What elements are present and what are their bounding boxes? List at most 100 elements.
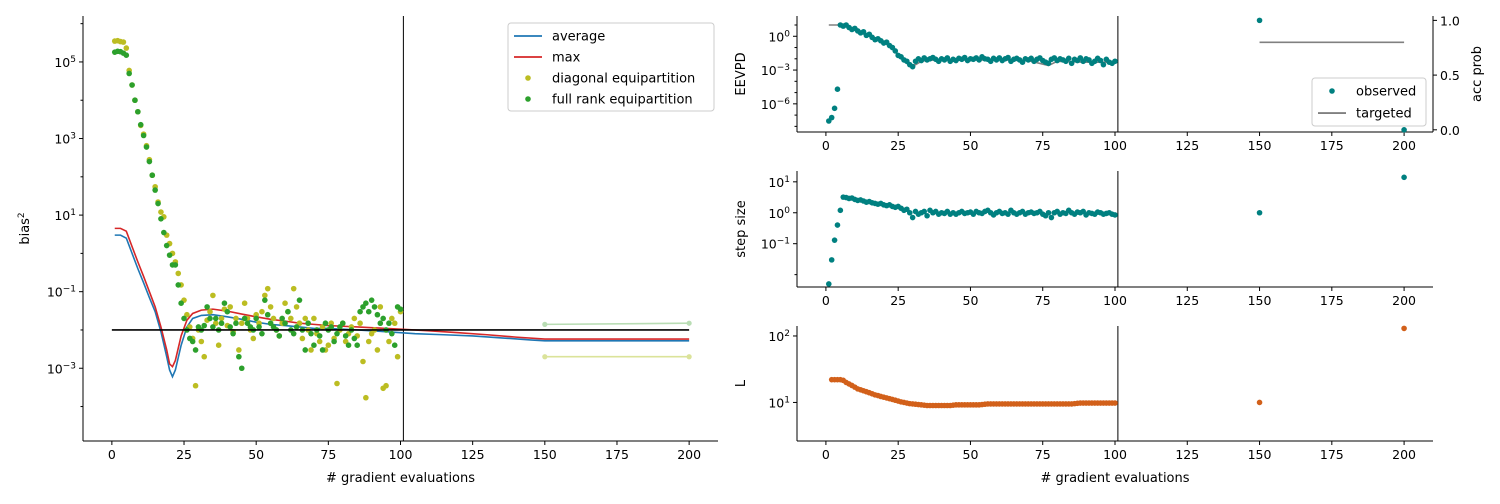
point-full-rank-equipartition <box>212 315 219 322</box>
y-axis-label-base: bias <box>18 218 33 245</box>
extension-line <box>544 322 690 326</box>
point-full-rank-equipartition <box>129 82 135 88</box>
point-full-rank-equipartition <box>146 158 153 165</box>
y-tick-label-base: 10 <box>768 175 784 190</box>
point-diagonal-equipartition <box>391 320 398 327</box>
point-diagonal-equipartition <box>158 209 164 215</box>
x-tick-label: 175 <box>1320 447 1344 462</box>
y-tick-label: 101 <box>54 208 76 223</box>
point-full-rank-equipartition <box>256 324 262 330</box>
L-point-group <box>828 325 1407 409</box>
point-diagonal-equipartition <box>311 315 317 322</box>
point-diagonal-equipartition <box>293 304 300 310</box>
step-size-point <box>837 207 844 214</box>
extension-point <box>686 320 692 326</box>
point-full-rank-equipartition <box>137 121 144 128</box>
x-tick-label: 25 <box>890 447 906 462</box>
extension-point <box>542 321 548 327</box>
x-tick-label: 200 <box>1392 293 1416 308</box>
point-full-rank-equipartition <box>207 315 213 322</box>
point-full-rank-equipartition <box>126 70 132 77</box>
point-full-rank-equipartition <box>238 365 245 372</box>
legend-entry-label: diagonal equipartition <box>552 72 695 87</box>
y-axis-label: bias2 <box>17 212 33 244</box>
y-tick-label-base: 10 <box>47 361 63 376</box>
legend-dot-swatch <box>1329 88 1335 94</box>
legend-entry-label: full rank equipartition <box>552 93 693 108</box>
point-full-rank-equipartition <box>189 338 196 345</box>
point-full-rank-equipartition <box>354 342 361 349</box>
point-diagonal-equipartition <box>308 347 314 353</box>
point-full-rank-equipartition <box>279 315 285 322</box>
step-size-point <box>1045 209 1052 216</box>
y-tick-label-base: 10 <box>54 55 70 70</box>
x-tick-label: 175 <box>605 447 629 462</box>
point-full-rank-equipartition <box>302 347 309 353</box>
y-tick-label-exp: 1 <box>70 208 76 218</box>
line-average <box>114 234 690 379</box>
y-tick-label-base: 10 <box>768 395 784 410</box>
step-size-point <box>1048 214 1055 221</box>
y-tick-label: 103 <box>54 132 76 147</box>
y-tick-label: 10−1 <box>47 285 76 300</box>
point-full-rank-equipartition <box>210 324 216 330</box>
point-diagonal-equipartition <box>218 315 225 322</box>
point-diagonal-equipartition <box>363 394 369 401</box>
point-full-rank-equipartition-group <box>111 48 404 372</box>
legend-entry-label: average <box>552 30 605 45</box>
observed-point <box>1112 58 1118 65</box>
observed-point <box>831 105 838 112</box>
step-size-point <box>1256 209 1263 216</box>
point-full-rank-equipartition <box>319 347 326 353</box>
extension-point-group <box>542 354 692 360</box>
L-point <box>1401 325 1407 332</box>
point-diagonal-equipartition <box>357 320 363 327</box>
point-full-rank-equipartition <box>357 308 363 315</box>
step-size-point <box>909 214 916 221</box>
point-diagonal-equipartition <box>374 347 381 353</box>
y-tick-label-base: 10 <box>768 329 784 344</box>
point-diagonal-equipartition <box>389 315 395 322</box>
point-diagonal-equipartition <box>175 270 182 277</box>
point-full-rank-equipartition <box>224 308 231 315</box>
point-diagonal-equipartition <box>351 315 358 322</box>
point-diagonal-equipartition <box>192 382 199 389</box>
x-tick-label: 150 <box>1248 447 1272 462</box>
y-tick-label-base: 10 <box>761 63 777 78</box>
point-full-rank-equipartition <box>391 342 398 349</box>
x-axis-label: # gradient evaluations <box>326 471 475 486</box>
observed-acc-prob-point <box>1401 127 1407 133</box>
y-tick-label-base: 10 <box>761 97 777 112</box>
y-tick-label-base: 10 <box>768 206 784 221</box>
legend-dot-swatch <box>525 96 531 102</box>
y-tick-label: 105 <box>54 55 76 70</box>
point-diagonal-equipartition <box>394 353 401 360</box>
right-y-tick-label: 0.0 <box>1440 123 1460 138</box>
y-axis-label-exp: 2 <box>17 212 27 218</box>
point-full-rank-equipartition <box>305 320 311 327</box>
point-full-rank-equipartition <box>322 320 329 327</box>
legend-entry-label: max <box>552 51 581 66</box>
legend-box <box>507 22 715 112</box>
point-diagonal-equipartition <box>282 300 288 307</box>
point-full-rank-equipartition <box>140 132 147 139</box>
x-tick-label: 125 <box>1175 138 1199 153</box>
x-tick-label: 50 <box>248 447 264 462</box>
x-tick-label: 100 <box>1103 293 1127 308</box>
x-tick-label: 125 <box>461 447 485 462</box>
point-full-rank-equipartition <box>282 320 288 327</box>
observed-acc-prob-point <box>1256 17 1263 24</box>
point-full-rank-equipartition <box>345 342 352 349</box>
x-axis-label: # gradient evaluations <box>1040 471 1189 486</box>
point-full-rank-equipartition <box>204 304 210 310</box>
x-tick-label: 25 <box>176 447 192 462</box>
x-tick-label: 100 <box>1103 447 1127 462</box>
point-diagonal-equipartition <box>264 285 271 292</box>
x-tick-label: 75 <box>1035 447 1051 462</box>
y-tick-label-exp: 0 <box>784 206 790 216</box>
x-tick-label: 0 <box>822 447 830 462</box>
point-full-rank-equipartition <box>389 330 395 337</box>
point-full-rank-equipartition <box>285 308 291 315</box>
